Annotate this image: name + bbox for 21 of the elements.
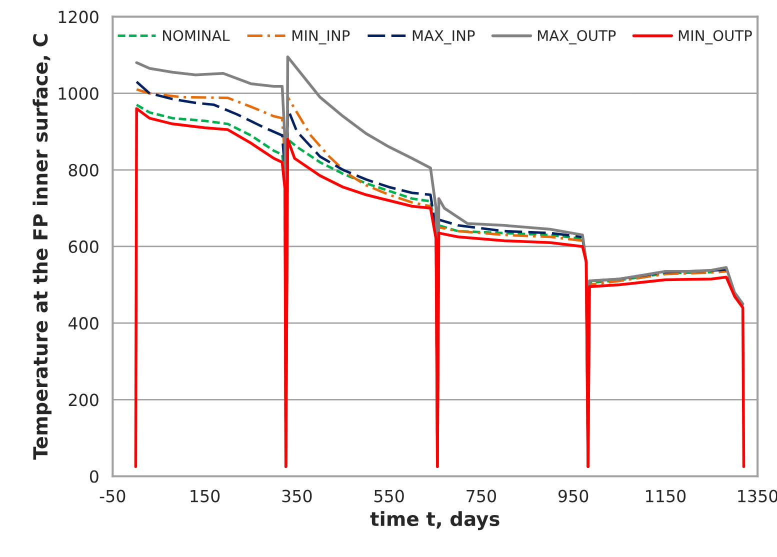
x-tick-label: 150 — [190, 490, 220, 502]
x-tick-label: -50 — [100, 490, 126, 502]
y-tick-label: 600 — [68, 240, 98, 254]
x-tick-label: 550 — [374, 490, 404, 502]
y-tick-label: 1200 — [58, 10, 98, 24]
legend-label: MIN_OUTP — [678, 30, 752, 44]
y-tick-label: 800 — [68, 164, 98, 176]
x-tick-label: 750 — [466, 490, 496, 502]
y-tick-label: 0 — [90, 470, 98, 483]
y-tick-label: 200 — [68, 394, 98, 406]
y-tick-label: 1000 — [58, 87, 98, 100]
x-tick-label: 950 — [558, 490, 588, 502]
legend-label: NOMINAL — [162, 30, 230, 42]
legend-label: MAX_INP — [412, 30, 475, 44]
y-tick-label: 400 — [68, 317, 98, 330]
legend-label: MAX_OUTP — [538, 30, 616, 44]
y-axis-title: Temperature at the FP inner surface, C — [32, 34, 52, 460]
x-axis-title: time t, days — [370, 511, 500, 530]
x-tick-label: 350 — [282, 490, 312, 502]
x-tick-label: 1150 — [646, 490, 686, 502]
legend-label: MIN_INP — [292, 30, 350, 44]
